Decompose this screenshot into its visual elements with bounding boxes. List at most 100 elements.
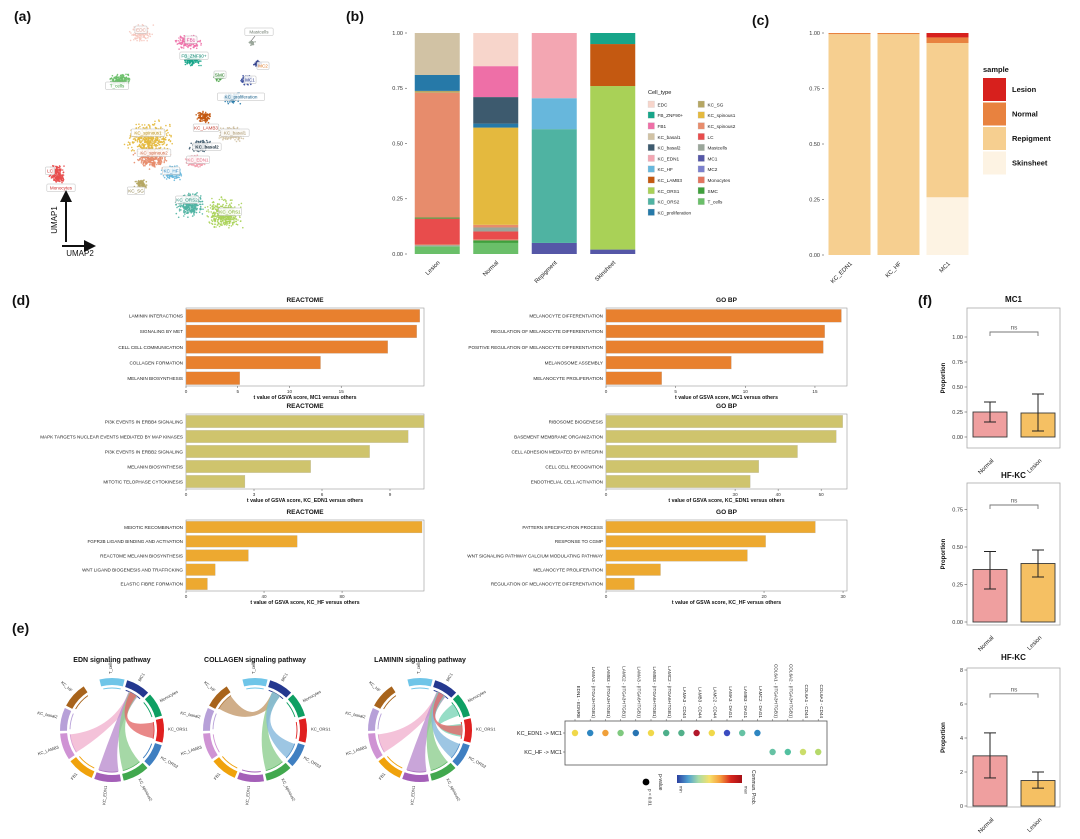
umap-point bbox=[143, 140, 146, 142]
umap-point bbox=[140, 141, 142, 143]
umap-point bbox=[139, 184, 141, 187]
pvalue-legend-title: p-value bbox=[657, 774, 663, 791]
chord-node-label: KC_EDN1 bbox=[101, 785, 108, 805]
umap-point bbox=[205, 115, 208, 118]
chord-node-label: FB1 bbox=[70, 771, 79, 781]
umap-point bbox=[59, 169, 62, 172]
umap-point bbox=[196, 45, 198, 47]
umap-point bbox=[228, 224, 231, 227]
chord-diagram-0: T_cells MC1 Monocytes KC_ORS1 KC_ORS2 KC_spin… bbox=[37, 661, 188, 805]
x-category-label: KC_HF bbox=[885, 261, 903, 279]
umap-point bbox=[229, 101, 231, 103]
umap-point bbox=[253, 63, 255, 66]
umap-point bbox=[220, 220, 223, 223]
umap-point bbox=[173, 177, 176, 180]
stack-segment-KC_LAMB3 bbox=[590, 44, 636, 87]
chord-node-label: KC_spinous2 bbox=[280, 778, 296, 803]
umap-point bbox=[190, 45, 192, 47]
umap-point bbox=[121, 79, 124, 81]
umap-point bbox=[187, 206, 190, 209]
umap-point bbox=[180, 173, 182, 176]
umap-point bbox=[139, 125, 141, 128]
umap-point bbox=[216, 219, 219, 221]
umap-point bbox=[183, 207, 185, 210]
umap-point bbox=[136, 136, 138, 138]
umap-point bbox=[128, 78, 131, 80]
umap-point bbox=[151, 161, 153, 164]
umap-point bbox=[152, 161, 154, 164]
umap-point bbox=[158, 139, 161, 141]
umap-point bbox=[202, 208, 204, 210]
umap-cluster-label-box bbox=[184, 35, 198, 44]
umap-point bbox=[152, 142, 154, 145]
umap-point bbox=[138, 123, 140, 125]
umap-point bbox=[142, 159, 144, 162]
umap-point bbox=[154, 157, 157, 159]
umap-point bbox=[225, 221, 227, 223]
umap-cluster-Mastcells bbox=[248, 40, 256, 46]
umap-point bbox=[157, 159, 160, 162]
dotplot-column-label: LAMC2 - DAG1 bbox=[758, 686, 763, 718]
umap-point bbox=[180, 43, 182, 45]
y-tick-label: 0 bbox=[960, 804, 963, 810]
chord-segment-KC_EDN1 bbox=[402, 772, 430, 782]
umap-point bbox=[154, 120, 156, 123]
umap-point bbox=[144, 138, 147, 141]
umap-point bbox=[235, 140, 238, 143]
dotplot-column-label: COL6A1 - (ITGA3+ITGB1) bbox=[773, 664, 778, 718]
legend-entry-label: Normal bbox=[1012, 110, 1038, 119]
umap-point bbox=[186, 203, 188, 206]
chord-inner-arc bbox=[75, 695, 89, 710]
umap-point bbox=[221, 224, 223, 226]
umap-point bbox=[173, 179, 176, 182]
umap-point bbox=[160, 126, 162, 128]
y-tick-label: 0.50 bbox=[392, 141, 403, 147]
panel-a-label: (a) bbox=[14, 8, 32, 24]
prop-y-axis-label: Proportion bbox=[941, 722, 947, 753]
umap-point bbox=[191, 215, 194, 217]
chord-segment-KC_spinous2 bbox=[265, 762, 291, 781]
umap-point bbox=[211, 208, 214, 210]
umap-cluster-label: FB_ZNF90+ bbox=[181, 54, 206, 59]
umap-point bbox=[234, 216, 237, 218]
x-tick-label: 30 bbox=[733, 492, 739, 497]
umap-cluster-label-box bbox=[179, 51, 209, 60]
dotplot-column-label: LAMA3 - (ITGA3+ITGB1) bbox=[591, 667, 596, 719]
umap-point bbox=[142, 164, 145, 167]
umap-cluster-label: KC_SG bbox=[128, 189, 144, 194]
y-tick-label: 0.00 bbox=[809, 253, 820, 259]
umap-point bbox=[158, 120, 160, 122]
umap-point bbox=[235, 218, 237, 221]
legend-entry-label: FB1 bbox=[658, 124, 667, 129]
umap-point bbox=[142, 142, 144, 145]
umap-point bbox=[176, 206, 178, 209]
umap-point bbox=[198, 150, 200, 153]
umap-point bbox=[204, 121, 207, 124]
umap-point bbox=[165, 138, 167, 141]
gsva-bar bbox=[605, 356, 732, 370]
umap-point bbox=[183, 210, 185, 212]
chord-node-label: KC_basal2 bbox=[180, 710, 202, 719]
umap-point bbox=[165, 133, 168, 135]
umap-point bbox=[164, 156, 166, 159]
gsva-bar-label: SIGNALING BY MET bbox=[140, 329, 184, 334]
umap-point bbox=[62, 178, 65, 181]
x-category-label: Lesion bbox=[425, 260, 442, 277]
umap-point bbox=[127, 144, 129, 146]
umap-point bbox=[226, 127, 229, 129]
gsva-bar-label: REGULATION OF MELANOCYTE DIFFERENTIATION bbox=[491, 582, 603, 587]
chord-segment-KC_ORS2 bbox=[452, 743, 470, 767]
umap-point bbox=[140, 179, 142, 182]
umap-point bbox=[148, 140, 150, 142]
umap-point bbox=[151, 136, 154, 139]
umap-point bbox=[157, 157, 159, 160]
umap-point bbox=[227, 205, 230, 207]
umap-point bbox=[111, 74, 114, 77]
gsva-bar-label: MELANIN BIOSYNTHESIS bbox=[127, 464, 183, 469]
umap-point bbox=[195, 59, 197, 62]
y-tick-label: 4 bbox=[960, 736, 963, 742]
gsva-x-axis-label: t value of GSVA score, KC_EDN1 versus ot… bbox=[247, 498, 363, 504]
stack-segment-T_cells bbox=[414, 246, 460, 254]
umap-point bbox=[57, 171, 60, 174]
chord-diagram-2: T_cells MC1 Monocytes KC_ORS1 KC_ORS2 KC_spin… bbox=[345, 661, 496, 805]
